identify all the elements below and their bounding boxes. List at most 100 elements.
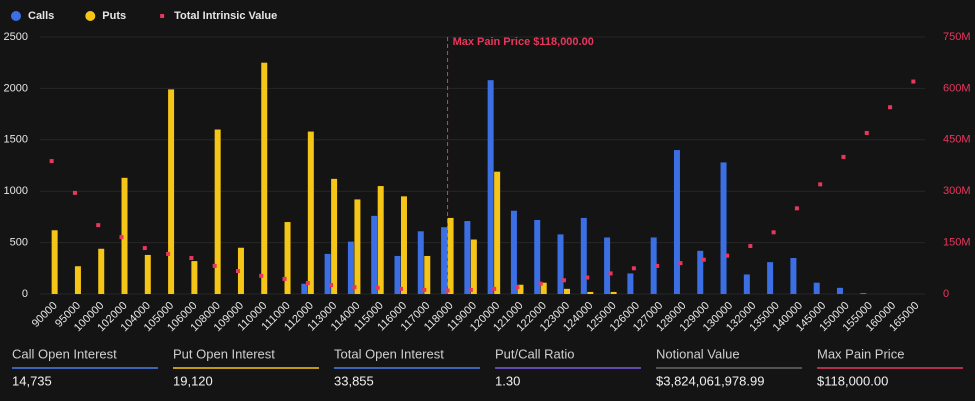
- bar: [650, 237, 657, 294]
- annotation: Max Pain Price $118,000.00: [453, 36, 594, 48]
- y-tick-label: 1000: [4, 185, 28, 197]
- bar: [534, 219, 541, 294]
- intrinsic-point: [49, 159, 54, 164]
- bar: [673, 150, 680, 294]
- intrinsic-point: [911, 79, 916, 84]
- bar: [51, 230, 58, 294]
- bar: [98, 248, 105, 294]
- bar: [470, 239, 477, 294]
- intrinsic-point: [189, 256, 194, 261]
- y-tick-label: 2500: [4, 31, 28, 43]
- intrinsic-point: [562, 278, 567, 283]
- legend-label: Calls: [28, 10, 54, 22]
- bar: [400, 196, 407, 294]
- intrinsic-point: [608, 271, 613, 276]
- bar: [394, 255, 401, 294]
- y2-tick-label: 150M: [943, 237, 971, 249]
- stat-label: Call Open Interest: [12, 346, 117, 361]
- bar: [301, 283, 308, 294]
- bar: [331, 178, 338, 294]
- y2-tick-label: 750M: [943, 31, 971, 43]
- bar: [417, 231, 424, 294]
- bar: [487, 80, 494, 295]
- stat-value: 19,120: [173, 373, 213, 388]
- bar: [424, 255, 431, 294]
- stat-label: Max Pain Price: [817, 346, 904, 361]
- intrinsic-point: [282, 276, 287, 281]
- y2-tick-label: 0: [943, 288, 949, 300]
- x-tick-label: 90000: [30, 300, 60, 330]
- intrinsic-point: [329, 283, 334, 288]
- y2-tick-label: 600M: [943, 82, 971, 94]
- stat-value: $3,824,061,978.99: [656, 373, 764, 388]
- bar: [604, 237, 611, 294]
- intrinsic-point: [119, 235, 124, 240]
- stat-label: Put/Call Ratio: [495, 346, 574, 361]
- bar: [720, 162, 727, 294]
- bar: [324, 253, 331, 294]
- intrinsic-point: [864, 130, 869, 135]
- bar: [813, 282, 820, 294]
- bar: [371, 215, 378, 294]
- intrinsic-point: [631, 266, 636, 271]
- bar: [767, 262, 774, 294]
- bar: [307, 131, 314, 294]
- intrinsic-point: [794, 206, 799, 211]
- bar: [836, 287, 843, 294]
- bar: [860, 292, 867, 294]
- bar: [610, 291, 617, 294]
- legend-label: Total Intrinsic Value: [174, 10, 277, 22]
- intrinsic-point: [585, 275, 590, 280]
- legend-marker: [11, 11, 21, 21]
- intrinsic-point: [305, 281, 310, 286]
- bar: [261, 62, 268, 295]
- bar: [540, 282, 547, 294]
- intrinsic-point: [375, 285, 380, 290]
- bar: [347, 241, 354, 294]
- bar: [510, 210, 517, 294]
- bar: [517, 284, 524, 294]
- intrinsic-point: [96, 223, 101, 228]
- intrinsic-point: [678, 261, 683, 266]
- stat-value: 1.30: [495, 373, 520, 388]
- intrinsic-point: [259, 273, 264, 278]
- bar: [494, 171, 501, 294]
- bar: [74, 266, 81, 294]
- legend-marker: [160, 14, 165, 18]
- intrinsic-point: [212, 263, 217, 268]
- legend-marker: [85, 11, 96, 21]
- intrinsic-point: [468, 287, 473, 292]
- y2-tick-label: 300M: [943, 185, 971, 197]
- stat-label: Notional Value: [656, 346, 740, 361]
- bar: [627, 273, 634, 294]
- bar: [580, 217, 587, 294]
- stat-value: $118,000.00: [817, 373, 888, 388]
- intrinsic-point: [655, 263, 660, 268]
- intrinsic-point: [492, 286, 497, 291]
- stat-label: Put Open Interest: [173, 346, 275, 361]
- bar: [144, 254, 151, 294]
- intrinsic-point: [72, 190, 77, 195]
- intrinsic-point: [701, 257, 706, 262]
- bar: [790, 258, 797, 294]
- y-tick-label: 2000: [4, 82, 28, 94]
- intrinsic-point: [142, 246, 147, 251]
- stat-label: Total Open Interest: [334, 346, 444, 361]
- y2-tick-label: 450M: [943, 134, 971, 146]
- intrinsic-point: [445, 288, 450, 293]
- intrinsic-point: [818, 182, 823, 187]
- y-tick-label: 0: [22, 288, 28, 300]
- stat-value: 33,855: [334, 373, 374, 388]
- intrinsic-point: [235, 269, 240, 274]
- bar: [447, 217, 454, 294]
- intrinsic-point: [352, 285, 357, 290]
- bar: [697, 250, 704, 294]
- bar: [191, 261, 198, 294]
- intrinsic-point: [166, 251, 171, 256]
- legend-label: Puts: [102, 10, 126, 22]
- intrinsic-point: [748, 244, 753, 249]
- bar: [743, 274, 750, 294]
- bar: [121, 177, 128, 294]
